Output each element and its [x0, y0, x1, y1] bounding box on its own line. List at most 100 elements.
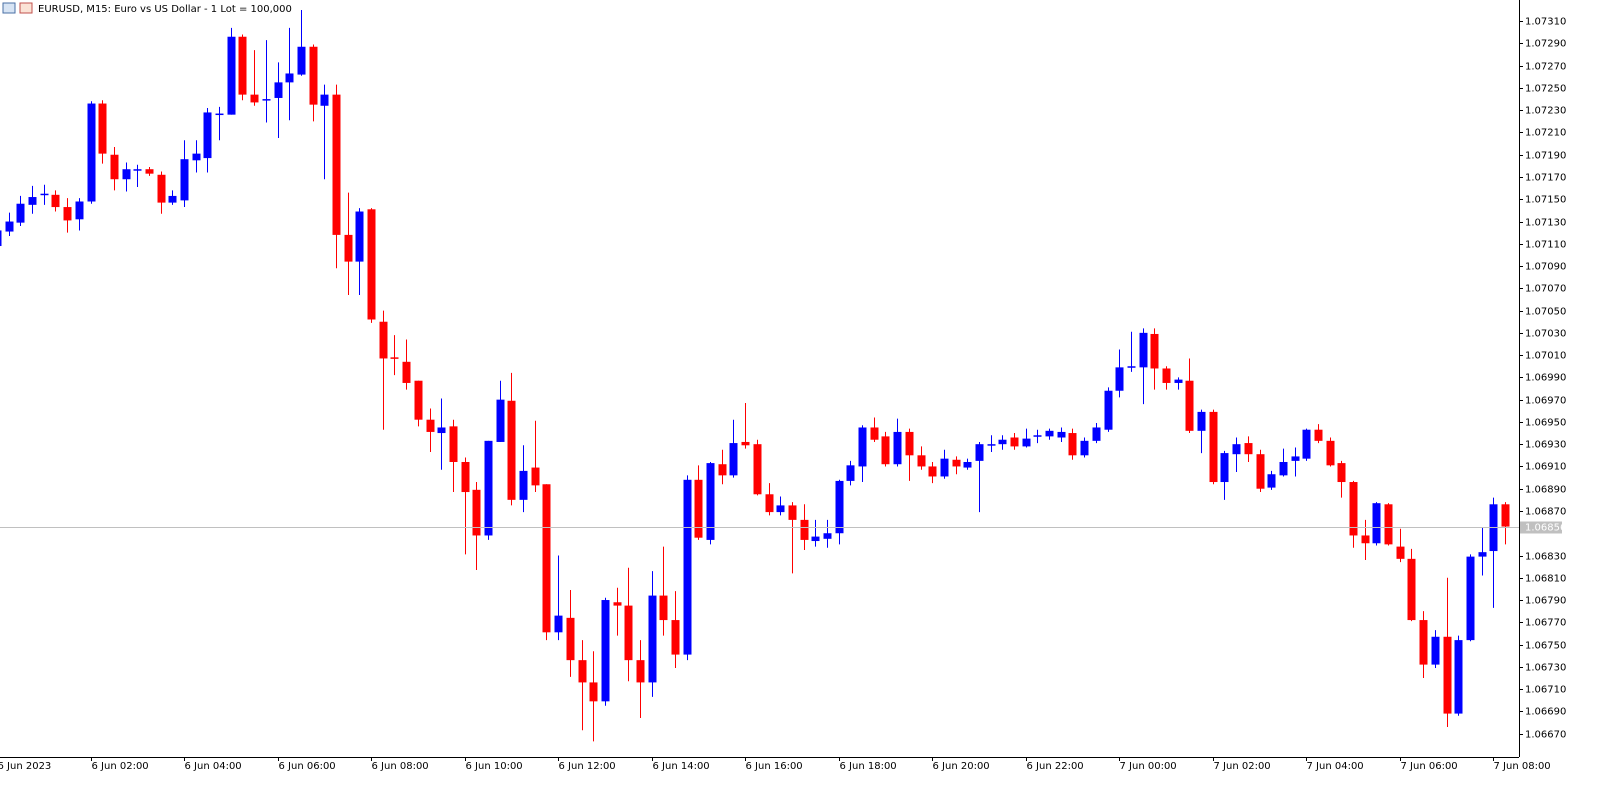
- candle-body: [706, 463, 715, 540]
- candle-body: [1033, 435, 1042, 437]
- y-tick-label: 1.06830: [1525, 552, 1566, 563]
- candle-body: [157, 174, 166, 203]
- y-tick-label: 1.06950: [1525, 418, 1566, 429]
- candle-body: [1162, 368, 1171, 383]
- y-tick-label: 1.06870: [1525, 507, 1566, 518]
- y-tick-label: 1.07210: [1525, 128, 1566, 139]
- candle-body: [390, 357, 399, 359]
- y-tick-label: 1.06910: [1525, 462, 1566, 473]
- y-tick-label: 1.06970: [1525, 396, 1566, 407]
- candle-body: [1302, 429, 1311, 459]
- y-tick-label: 1.06750: [1525, 641, 1566, 652]
- candle-body: [870, 427, 879, 440]
- candle-body: [1431, 636, 1440, 665]
- candle-body: [484, 440, 493, 536]
- candle-body: [472, 489, 481, 536]
- y-tick-label: 1.06890: [1525, 485, 1566, 496]
- candle-body: [1326, 440, 1335, 466]
- y-tick-label: 1.06770: [1525, 618, 1566, 629]
- candle-body: [1174, 379, 1183, 383]
- candle-body: [1185, 380, 1194, 431]
- x-tick-label: 6 Jun 18:00: [840, 761, 897, 772]
- candle-body: [578, 660, 587, 683]
- candle-body: [1068, 433, 1077, 456]
- candle-body: [145, 169, 154, 174]
- y-tick-label: 1.07250: [1525, 84, 1566, 95]
- candle-body: [1127, 366, 1136, 368]
- y-tick-label: 1.07110: [1525, 240, 1566, 251]
- candle-body: [98, 103, 107, 154]
- candle-body: [1478, 552, 1487, 557]
- candle-body: [1466, 556, 1475, 641]
- x-tick-label: 6 Jun 20:00: [933, 761, 990, 772]
- candle-body: [519, 470, 528, 500]
- candle-body: [285, 73, 294, 83]
- candle-body: [426, 419, 435, 432]
- candle-body: [1291, 456, 1300, 461]
- candle-body: [1256, 454, 1265, 489]
- candle-body: [168, 195, 177, 203]
- candle-body: [1150, 333, 1159, 369]
- candle-body: [683, 479, 692, 655]
- candle-body: [1372, 503, 1381, 544]
- candle-body: [250, 94, 259, 103]
- candle-body: [51, 194, 60, 208]
- x-tick-label: 6 Jun 16:00: [746, 761, 803, 772]
- candle-body: [671, 620, 680, 655]
- candle-body: [1115, 367, 1124, 391]
- candle-body: [776, 505, 785, 513]
- candle-body: [1361, 535, 1370, 544]
- candle-body: [1139, 332, 1148, 368]
- candle-body: [461, 461, 470, 493]
- candle-body: [741, 441, 750, 446]
- candle-body: [1244, 443, 1253, 455]
- y-tick-label: 1.07270: [1525, 62, 1566, 73]
- candle-body: [1045, 430, 1054, 437]
- candle-body: [940, 458, 949, 477]
- candle-body: [1407, 558, 1416, 621]
- candle-body: [1057, 431, 1066, 438]
- y-tick-label: 1.07310: [1525, 17, 1566, 28]
- candle-body: [1349, 482, 1358, 536]
- candle-body: [601, 600, 610, 702]
- candle-body: [379, 321, 388, 359]
- last-price-box: [1520, 521, 1562, 534]
- candle-body: [788, 505, 797, 520]
- icon: [19, 2, 33, 14]
- x-tick-label: 7 Jun 04:00: [1307, 761, 1364, 772]
- candle-body: [274, 82, 283, 98]
- y-tick-label: 1.07030: [1525, 329, 1566, 340]
- candle-body: [823, 533, 832, 539]
- candle-body: [1232, 444, 1241, 455]
- candle-body: [367, 209, 376, 320]
- x-tick-label: 6 Jun 2023: [0, 761, 51, 772]
- y-tick-label: 1.07150: [1525, 195, 1566, 206]
- candle-body: [1220, 453, 1229, 483]
- x-tick-label: 6 Jun 10:00: [466, 761, 523, 772]
- y-tick-label: 1.06670: [1525, 730, 1566, 741]
- candle-body: [1104, 390, 1113, 430]
- y-tick-label: 1.07050: [1525, 307, 1566, 318]
- candle-body: [694, 479, 703, 538]
- x-tick-label: 6 Jun 02:00: [92, 761, 149, 772]
- candle-body: [987, 444, 996, 446]
- candle-body: [1384, 504, 1393, 545]
- candle-body: [905, 431, 914, 456]
- candle-body: [1454, 640, 1463, 714]
- candle-body: [1022, 438, 1031, 447]
- candle-body: [917, 455, 926, 467]
- x-tick-label: 6 Jun 12:00: [559, 761, 616, 772]
- candle-body: [344, 234, 353, 262]
- candle-body: [648, 595, 657, 683]
- candle-body: [1197, 411, 1206, 431]
- candle-body: [297, 46, 306, 75]
- candle-body: [110, 154, 119, 180]
- candle-body: [554, 615, 563, 633]
- candle-body: [566, 617, 575, 661]
- candle-body: [414, 380, 423, 420]
- candle-body: [122, 169, 131, 180]
- candle-body: [1080, 440, 1089, 456]
- y-tick-label: 1.06730: [1525, 663, 1566, 674]
- y-tick-label: 1.06930: [1525, 440, 1566, 451]
- candle-body: [729, 443, 738, 476]
